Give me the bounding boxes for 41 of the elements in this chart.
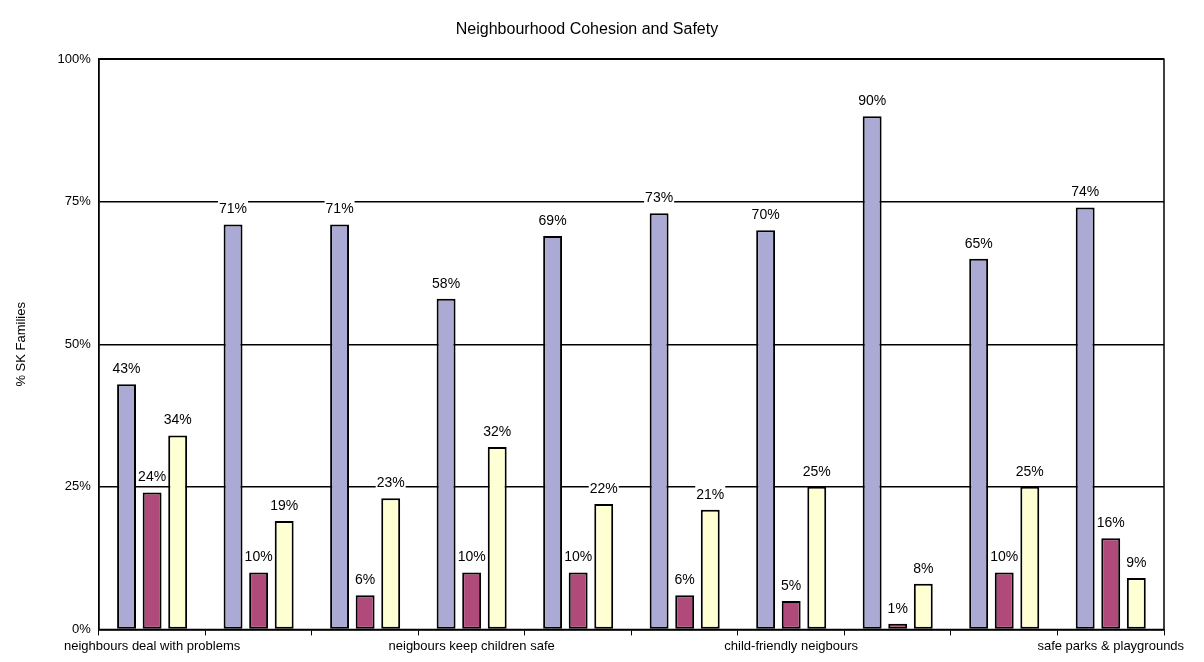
data-label: 90% — [858, 92, 887, 109]
data-label: 23% — [376, 474, 405, 491]
data-label: 43% — [112, 360, 141, 377]
data-label: 10% — [990, 548, 1019, 565]
x-tick-label: neigbours keep children safe — [388, 637, 555, 653]
data-label: 73% — [645, 189, 674, 206]
data-label: 69% — [538, 211, 567, 228]
x-tick-label: neighbours deal with problems — [63, 637, 241, 653]
x-tick-label: child-friendly neigbours — [724, 637, 859, 653]
data-label: 74% — [1071, 183, 1100, 200]
data-label: 70% — [751, 206, 780, 223]
x-tick-label: safe parks & playgrounds — [1037, 637, 1185, 653]
data-label: 9% — [1126, 553, 1147, 570]
data-label: 32% — [483, 422, 512, 439]
data-label: 34% — [163, 411, 192, 428]
data-label: 71% — [325, 200, 354, 217]
data-label: 10% — [457, 548, 486, 565]
data-label: 8% — [913, 559, 934, 576]
data-label: 19% — [270, 496, 299, 513]
chart-title: Neighbourhood Cohesion and Safety — [455, 20, 719, 38]
data-label: 1% — [887, 599, 908, 616]
data-label: 21% — [696, 485, 725, 502]
data-label: 6% — [355, 571, 376, 588]
data-label: 10% — [244, 548, 273, 565]
data-label: 16% — [1096, 514, 1125, 531]
y-tick-label: 75% — [64, 193, 92, 209]
data-label: 25% — [1015, 462, 1044, 479]
y-axis-title: % SK Families — [13, 301, 29, 387]
y-tick-label: 100% — [57, 50, 92, 66]
data-label: 10% — [564, 548, 593, 565]
data-label: 22% — [589, 479, 618, 496]
data-label: 25% — [802, 462, 831, 479]
y-tick-label: 50% — [64, 335, 92, 351]
y-tick-label: 0% — [72, 620, 92, 636]
y-tick-label: 25% — [64, 478, 92, 494]
data-label: 58% — [432, 274, 461, 291]
data-label: 6% — [674, 571, 695, 588]
data-label: 65% — [964, 234, 993, 251]
data-label: 5% — [781, 576, 802, 593]
data-label: 24% — [138, 468, 167, 485]
data-label: 71% — [219, 200, 248, 217]
